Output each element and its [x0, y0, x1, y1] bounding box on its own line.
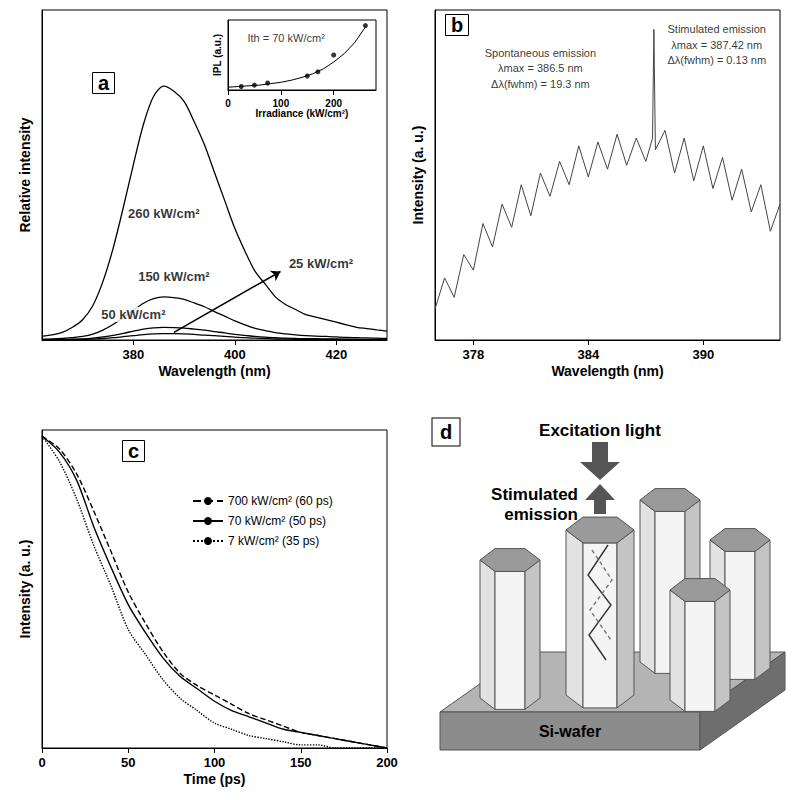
- svg-text:IPL (a.u.): IPL (a.u.): [212, 34, 223, 76]
- svg-text:384: 384: [577, 347, 599, 362]
- svg-text:Excitation light: Excitation light: [539, 421, 661, 440]
- svg-text:260 kW/cm²: 260 kW/cm²: [128, 206, 200, 221]
- svg-text:Intensity (a. u.): Intensity (a. u.): [17, 540, 33, 639]
- svg-text:700 kW/cm² (60 ps): 700 kW/cm² (60 ps): [228, 494, 333, 508]
- svg-text:b: b: [451, 14, 463, 36]
- svg-text:emission: emission: [504, 505, 578, 524]
- svg-text:Δλ(fwhm) = 0.13 nm: Δλ(fwhm) = 0.13 nm: [667, 54, 766, 66]
- svg-text:0: 0: [225, 98, 231, 109]
- svg-text:0: 0: [38, 755, 45, 770]
- svg-text:a: a: [98, 72, 110, 94]
- svg-text:Wavelength (nm): Wavelength (nm): [158, 363, 270, 379]
- svg-text:c: c: [128, 440, 139, 462]
- svg-text:420: 420: [325, 347, 347, 362]
- svg-text:380: 380: [122, 347, 144, 362]
- svg-text:150 kW/cm²: 150 kW/cm²: [138, 269, 210, 284]
- svg-text:Si-wafer: Si-wafer: [539, 723, 601, 740]
- svg-text:λmax = 386.5 nm: λmax = 386.5 nm: [498, 62, 583, 74]
- svg-text:70 kW/cm² (50 ps): 70 kW/cm² (50 ps): [228, 514, 326, 528]
- svg-text:Stimulated emission: Stimulated emission: [668, 23, 766, 35]
- svg-text:Ith = 70 kW/cm²: Ith = 70 kW/cm²: [247, 32, 325, 44]
- svg-text:Irradiance (kW/cm²): Irradiance (kW/cm²): [256, 108, 349, 119]
- svg-text:λmax = 387.42 nm: λmax = 387.42 nm: [671, 39, 762, 51]
- svg-text:Intensity (a. u.): Intensity (a. u.): [410, 126, 426, 225]
- svg-text:Time (ps): Time (ps): [184, 771, 246, 787]
- svg-text:Stimulated: Stimulated: [491, 485, 578, 504]
- svg-text:200: 200: [325, 98, 342, 109]
- svg-text:100: 100: [204, 755, 226, 770]
- svg-text:400: 400: [224, 347, 246, 362]
- svg-text:25 kW/cm²: 25 kW/cm²: [289, 256, 354, 271]
- svg-text:50 kW/cm²: 50 kW/cm²: [101, 307, 166, 322]
- svg-text:100: 100: [273, 98, 290, 109]
- svg-text:Spontaneous emission: Spontaneous emission: [485, 47, 596, 59]
- svg-text:Δλ(fwhm) = 19.3 nm: Δλ(fwhm) = 19.3 nm: [491, 78, 590, 90]
- svg-text:378: 378: [462, 347, 484, 362]
- svg-text:390: 390: [692, 347, 714, 362]
- svg-text:7 kW/cm² (35 ps): 7 kW/cm² (35 ps): [228, 534, 319, 548]
- svg-text:d: d: [440, 421, 452, 443]
- svg-text:200: 200: [376, 755, 398, 770]
- svg-text:50: 50: [121, 755, 135, 770]
- svg-text:Wavelength (nm): Wavelength (nm): [551, 363, 663, 379]
- svg-text:Relative intensity: Relative intensity: [17, 117, 33, 232]
- svg-text:150: 150: [290, 755, 312, 770]
